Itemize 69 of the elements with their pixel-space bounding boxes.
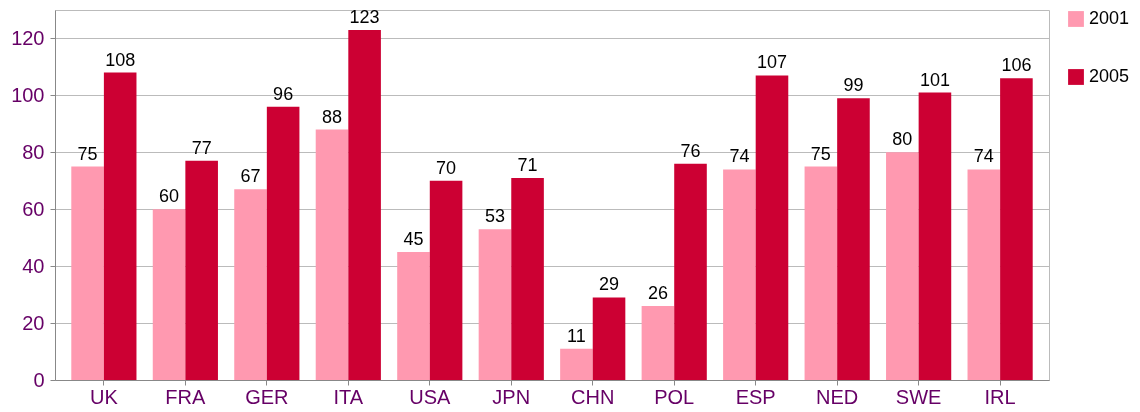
bar <box>348 29 381 380</box>
data-label: 11 <box>567 325 586 346</box>
data-label: 76 <box>680 140 701 161</box>
x-tick-label: CHN <box>571 385 615 408</box>
bar <box>397 251 430 380</box>
bar <box>837 98 870 380</box>
y-tick-label: 40 <box>22 254 45 277</box>
y-tick-label: 120 <box>11 26 45 49</box>
x-tick-label: ITA <box>333 385 364 408</box>
data-label: 88 <box>322 106 343 127</box>
data-label: 106 <box>1001 55 1032 76</box>
bar <box>592 297 626 380</box>
bar <box>71 166 104 380</box>
x-tick-label: SWE <box>895 385 942 408</box>
y-tick-label: 60 <box>22 197 45 220</box>
bar <box>967 169 1001 380</box>
x-tick-label: GER <box>245 385 289 408</box>
x-tick-label: IRL <box>984 385 1016 408</box>
bar <box>266 106 300 380</box>
x-tick-label: ESP <box>735 385 776 408</box>
data-label: 99 <box>843 75 864 96</box>
x-tick-label: POL <box>654 385 695 408</box>
bar <box>103 72 137 380</box>
bar <box>641 306 675 380</box>
data-label: 71 <box>517 154 538 175</box>
bar <box>886 152 919 380</box>
bar <box>315 129 349 380</box>
bar <box>185 160 218 380</box>
data-label: 123 <box>349 6 380 27</box>
data-label: 101 <box>919 69 950 90</box>
data-label: 74 <box>973 146 994 167</box>
bar <box>1000 78 1033 380</box>
bar <box>674 163 707 380</box>
data-label: 60 <box>159 186 180 207</box>
data-label: 80 <box>892 129 913 150</box>
x-tick-label: JPN <box>492 385 531 408</box>
bar <box>804 166 838 380</box>
data-label: 45 <box>403 228 424 249</box>
y-tick-label: 20 <box>22 311 45 334</box>
data-label: 29 <box>599 274 620 295</box>
x-tick-label: FRA <box>165 385 207 408</box>
data-label: 75 <box>810 143 831 164</box>
bar <box>478 229 512 380</box>
data-label: 67 <box>240 166 261 187</box>
bar <box>429 180 463 380</box>
data-label: 96 <box>273 83 294 104</box>
y-tick-label: 0 <box>33 368 45 391</box>
bar <box>234 189 267 380</box>
legend-label: 2001 <box>1089 8 1130 28</box>
y-tick-label: 80 <box>22 140 45 163</box>
data-label: 26 <box>647 283 668 303</box>
y-tick-label: 100 <box>11 83 45 106</box>
x-tick-label: USA <box>409 385 452 408</box>
x-tick-label: NED <box>816 385 859 408</box>
bar <box>723 169 756 380</box>
data-label: 53 <box>484 206 505 227</box>
data-label: 77 <box>191 137 212 158</box>
bar <box>511 177 544 380</box>
data-label: 70 <box>436 157 457 178</box>
legend-label: 2005 <box>1089 66 1130 86</box>
data-label: 107 <box>756 52 788 73</box>
data-label: 74 <box>729 146 750 167</box>
data-label: 75 <box>77 143 98 164</box>
bar <box>560 348 593 380</box>
data-label: 108 <box>105 49 136 70</box>
bar <box>152 209 186 380</box>
bar <box>755 75 789 380</box>
bar <box>918 92 952 380</box>
x-tick-label: UK <box>89 385 119 408</box>
